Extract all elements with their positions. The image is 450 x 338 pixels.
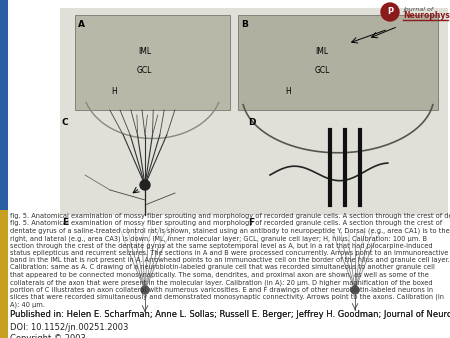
Text: D: D: [248, 118, 256, 127]
Text: GCL: GCL: [137, 66, 153, 75]
Text: IML: IML: [315, 47, 328, 55]
Text: B: B: [241, 20, 248, 29]
Text: H: H: [111, 87, 117, 96]
Circle shape: [351, 286, 359, 294]
Circle shape: [141, 286, 149, 294]
Text: Published in: Helen E. Scharfman; Anne L. Sollas; Russell E. Berger; Jeffrey H. : Published in: Helen E. Scharfman; Anne L…: [10, 310, 450, 319]
Circle shape: [381, 3, 399, 21]
Text: fig. 5. Anatomical examination of mossy fiber sprouting and morphology of record: fig. 5. Anatomical examination of mossy …: [10, 212, 450, 219]
Bar: [0, 210, 8, 338]
Text: Published in: Helen E. Scharfman; Anne L. Sollas; Russell E. Berger; Jeffrey H. : Published in: Helen E. Scharfman; Anne L…: [10, 310, 450, 319]
Bar: [0, 0, 8, 210]
Text: fig. 5. Anatomical examination of mossy fiber sprouting and morphology of record: fig. 5. Anatomical examination of mossy …: [10, 220, 450, 308]
Bar: [60, 8, 448, 215]
Text: GCL: GCL: [314, 66, 330, 75]
Text: E: E: [62, 218, 68, 227]
Text: A: A: [78, 20, 85, 29]
Bar: [238, 15, 438, 110]
Text: F: F: [248, 218, 254, 227]
Text: C: C: [62, 118, 68, 127]
Bar: [75, 15, 230, 110]
Text: Neurophysiology: Neurophysiology: [403, 11, 450, 21]
Circle shape: [140, 180, 150, 190]
Text: Copyright © 2003: Copyright © 2003: [10, 334, 86, 338]
Text: IML: IML: [138, 47, 151, 55]
Text: DOI: 10.1152/jn.00251.2003: DOI: 10.1152/jn.00251.2003: [10, 322, 128, 332]
Text: Journal of: Journal of: [403, 6, 433, 11]
Text: P: P: [387, 7, 393, 17]
Text: H: H: [285, 87, 291, 96]
